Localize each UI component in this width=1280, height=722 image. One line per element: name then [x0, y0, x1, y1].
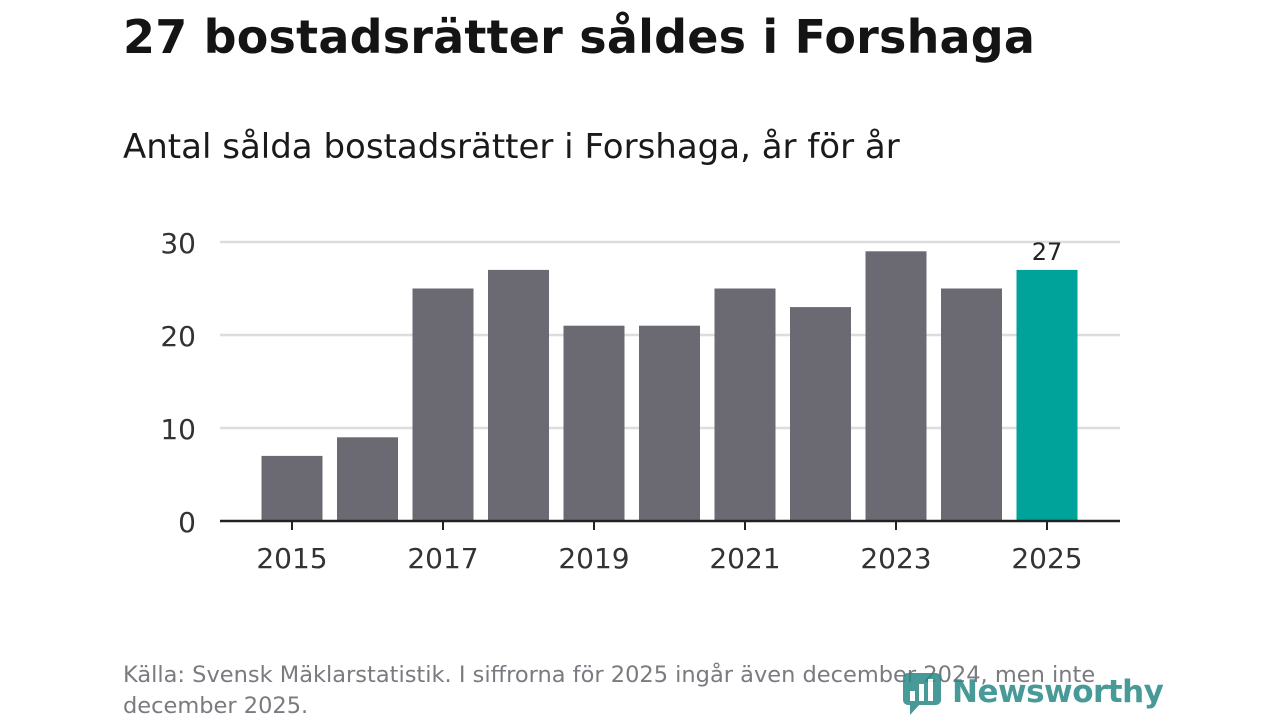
data-label-2025: 27 — [1032, 238, 1063, 266]
y-tick-label: 20 — [160, 320, 196, 353]
chart-subtitle: Antal sålda bostadsrätter i Forshaga, år… — [123, 127, 900, 167]
bar-chart-logo-icon — [903, 673, 941, 715]
x-tick-label: 2019 — [558, 542, 629, 575]
x-tick-label: 2021 — [709, 542, 780, 575]
x-tick-label: 2025 — [1011, 542, 1082, 575]
y-axis-ticks: 0 10 20 30 — [160, 227, 196, 539]
bar-2021 — [714, 288, 776, 521]
data-labels: 27 — [1032, 238, 1063, 266]
bar-2015 — [261, 455, 323, 521]
newsworthy-logo[interactable]: Newsworthy — [902, 666, 1164, 718]
bars — [261, 251, 1078, 522]
bar-2019 — [563, 325, 625, 521]
brand-name: Newsworthy — [952, 674, 1164, 710]
bar-2025 — [1016, 269, 1078, 521]
bar-2023 — [865, 251, 927, 522]
bar-2022 — [790, 307, 851, 521]
bar-2017 — [412, 288, 474, 521]
y-tick-label: 10 — [160, 413, 196, 446]
x-tick-label: 2015 — [256, 542, 327, 575]
bar-2016 — [337, 437, 398, 521]
chart-title: 27 bostadsrätter såldes i Forshaga — [123, 10, 1036, 64]
bar-2024 — [941, 288, 1002, 521]
x-tick-label: 2023 — [860, 542, 931, 575]
bar-2020 — [639, 325, 700, 521]
x-tick-label: 2017 — [407, 542, 478, 575]
x-axis-ticks: 2015 2017 2019 2021 2023 2025 — [256, 521, 1083, 575]
y-tick-label: 30 — [160, 227, 196, 260]
bar-2018 — [488, 269, 549, 521]
y-tick-label: 0 — [178, 506, 196, 539]
